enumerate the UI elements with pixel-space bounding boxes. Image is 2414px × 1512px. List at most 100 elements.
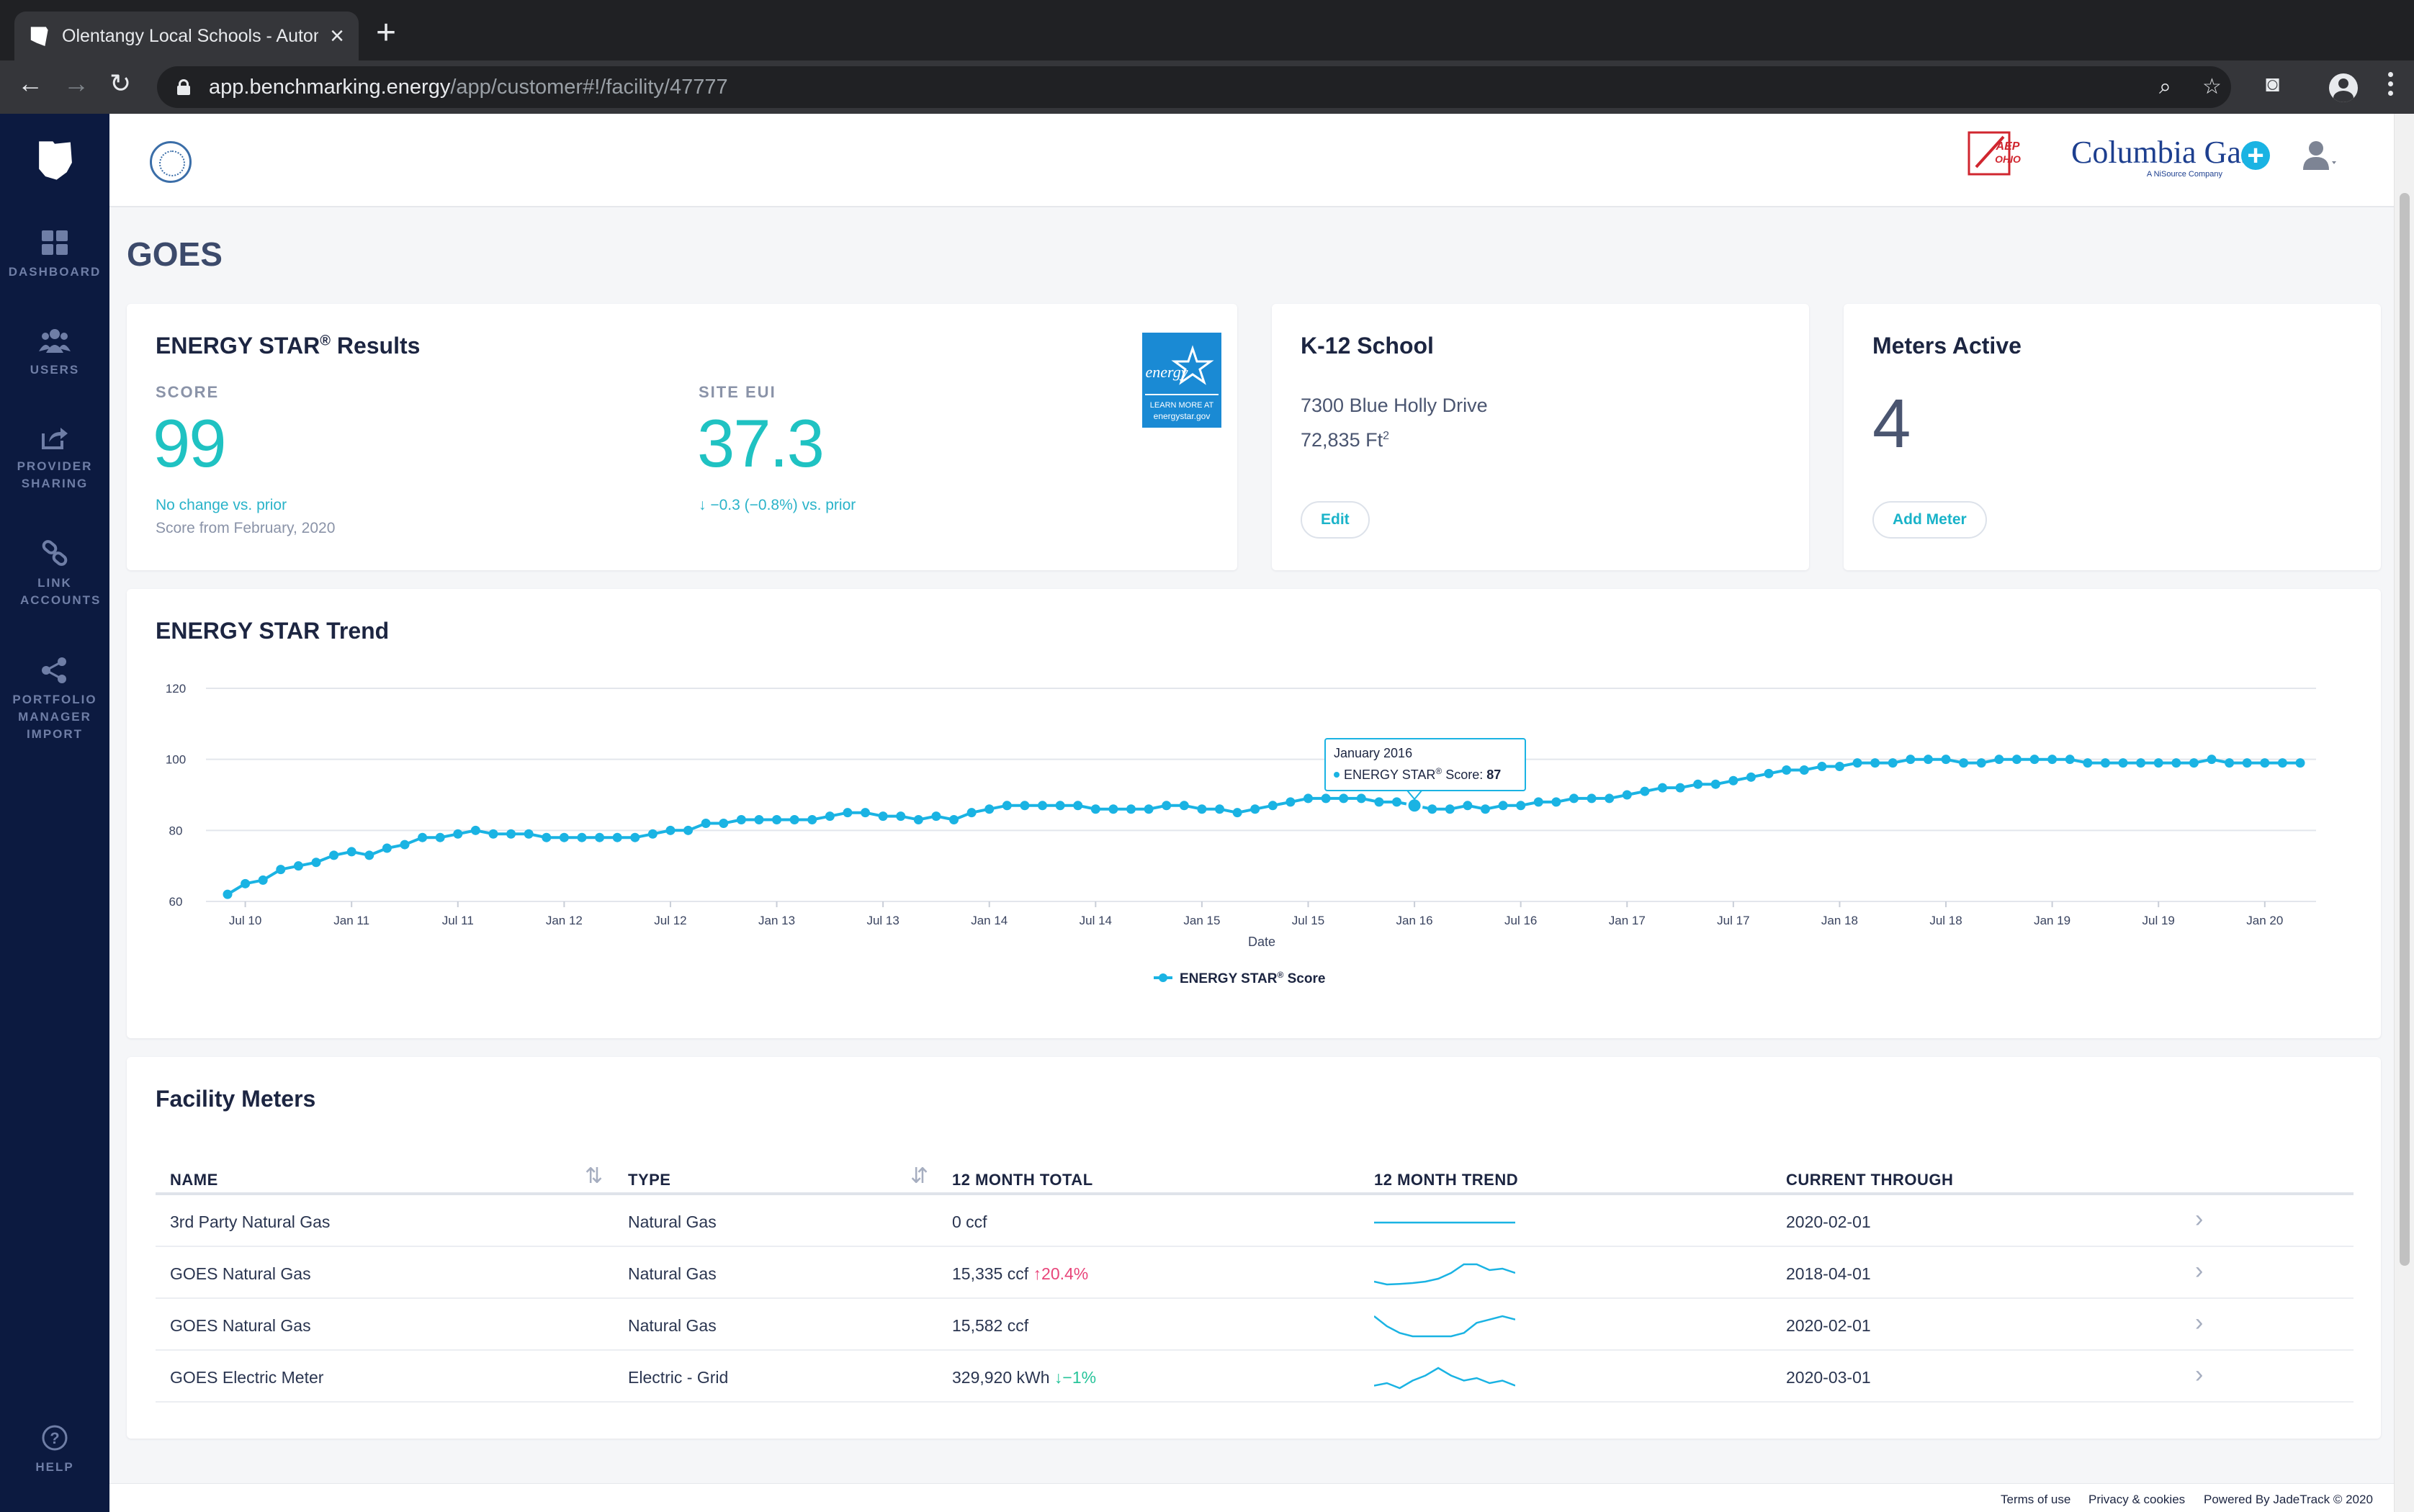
sidebar-item-dashboard[interactable]: DASHBOARD — [0, 229, 109, 281]
meters-active-card: Meters Active 4 Add Meter — [1844, 304, 2381, 570]
data-point — [789, 815, 799, 825]
col-header-12-month-total[interactable]: 12 MONTH TOTAL — [952, 1171, 1093, 1189]
data-point — [1994, 755, 2004, 765]
add-meter-button[interactable]: Add Meter — [1872, 501, 1987, 539]
aep-ohio-logo[interactable]: AEP OHIO — [1966, 130, 2027, 177]
sidebar-item-provider-sharing[interactable]: PROVIDER SHARING — [0, 423, 109, 492]
columbia-gas-name: Columbia Gas — [2071, 135, 2253, 170]
organization-seal-icon[interactable] — [150, 141, 192, 183]
score-change-note: No change vs. prior — [156, 497, 287, 513]
sidebar-item-help[interactable]: ? HELP — [0, 1424, 109, 1476]
data-point — [1020, 801, 1030, 811]
data-point — [949, 815, 959, 825]
address-bar[interactable]: app.benchmarking.energy/app/customer#!/f… — [157, 66, 2231, 108]
sparkline-path — [1374, 1367, 1515, 1390]
data-point — [559, 832, 569, 842]
camera-extension-icon[interactable]: ◙ — [2266, 71, 2280, 96]
x-tick-label: Jan 12 — [546, 914, 583, 927]
ohio-logo-icon[interactable] — [39, 141, 72, 180]
x-tick-label: Jan 15 — [1183, 914, 1220, 927]
col-header-name[interactable]: NAME — [170, 1171, 218, 1189]
user-menu-icon[interactable] — [2302, 140, 2338, 171]
sort-icon[interactable]: ⇅ — [585, 1164, 604, 1188]
chevron-right-icon[interactable]: › — [2195, 1205, 2204, 1233]
profile-avatar-icon[interactable] — [2329, 73, 2358, 102]
columbia-gas-subtitle: A NiSource Company — [2146, 170, 2222, 179]
terms-link[interactable]: Terms of use — [2001, 1493, 2071, 1506]
close-tab-icon[interactable]: × — [330, 22, 344, 50]
sidebar-item-portfolio-manager-import[interactable]: PORTFOLIO MANAGER IMPORT — [0, 657, 109, 743]
chevron-right-icon[interactable]: › — [2195, 1257, 2204, 1284]
page-scrollbar[interactable] — [2394, 114, 2414, 1512]
meter-current-through: 2020-03-01 — [1786, 1368, 1871, 1387]
table-row[interactable]: GOES Natural Gas Natural Gas 15,335 ccf … — [156, 1247, 2354, 1299]
facility-address: 7300 Blue Holly Drive — [1301, 395, 1488, 416]
share-icon — [42, 428, 68, 449]
bookmark-star-icon[interactable]: ☆ — [2202, 75, 2222, 99]
edit-facility-button[interactable]: Edit — [1301, 501, 1370, 539]
meter-sparkline — [1374, 1221, 1515, 1224]
col-header-type[interactable]: TYPE — [628, 1171, 671, 1189]
data-point — [1179, 801, 1189, 811]
highlighted-data-point — [1406, 797, 1423, 814]
x-tick-label: Jul 16 — [1504, 914, 1537, 927]
powered-by-text: Powered By JadeTrack © 2020 — [2204, 1493, 2373, 1506]
lock-icon — [177, 79, 190, 95]
privacy-link[interactable]: Privacy & cookies — [2088, 1493, 2186, 1506]
meters-active-count: 4 — [1872, 385, 1911, 462]
browser-menu-icon[interactable] — [2388, 72, 2393, 96]
data-point — [542, 832, 552, 842]
chevron-right-icon[interactable]: › — [2195, 1309, 2204, 1336]
data-point — [1445, 804, 1455, 814]
data-point — [418, 832, 428, 842]
app-sidebar: DASHBOARD USERS PROVIDER SHARING LINK AC… — [0, 114, 109, 1512]
forward-icon[interactable]: → — [63, 68, 89, 98]
energy-star-trend-chart[interactable]: 60 80 100 120 Jul 10 Jan 11 Jul 11 Jan 12 Jul 12… — [127, 589, 2381, 1038]
col-header-current-through[interactable]: CURRENT THROUGH — [1786, 1171, 1954, 1189]
y-tick-label: 60 — [169, 895, 183, 909]
energy-star-logo[interactable]: energy LEARN MORE AT energystar.gov — [1142, 333, 1221, 428]
data-point — [878, 811, 888, 822]
data-point — [2189, 758, 2199, 768]
columbia-gas-logo[interactable]: Columbia Gas A NiSource Company — [2071, 135, 2253, 179]
data-point — [1215, 804, 1225, 814]
add-circle-icon[interactable]: + — [2241, 141, 2270, 170]
data-point — [896, 811, 906, 822]
x-tick-label: Jan 19 — [2034, 914, 2070, 927]
table-row[interactable]: GOES Electric Meter Electric - Grid 329,… — [156, 1351, 2354, 1403]
back-icon[interactable]: ← — [17, 68, 43, 98]
data-point — [1321, 793, 1331, 804]
table-row[interactable]: 3rd Party Natural Gas Natural Gas 0 ccf … — [156, 1195, 2354, 1247]
zoom-icon[interactable]: ⌕ — [2159, 75, 2171, 99]
reload-icon[interactable]: ↻ — [109, 68, 132, 98]
browser-tab[interactable]: Olentangy Local Schools - Autom × — [14, 12, 359, 60]
data-point — [1162, 801, 1172, 811]
arrow-down-icon: ↓ — [699, 497, 711, 513]
svg-text:AEP: AEP — [1996, 140, 2020, 153]
sidebar-label: PROVIDER SHARING — [17, 459, 93, 490]
data-point — [1197, 804, 1207, 814]
data-point — [488, 829, 498, 839]
tooltip-score: ENERGY STAR® Score: 87 — [1344, 766, 1501, 782]
x-tick-label: Jul 19 — [2142, 914, 2175, 927]
sidebar-item-link-accounts[interactable]: LINK ACCOUNTS — [0, 540, 109, 609]
data-point — [400, 840, 410, 850]
data-point — [701, 818, 711, 828]
data-point — [2011, 755, 2022, 765]
scrollbar-thumb[interactable] — [2400, 193, 2410, 1266]
data-point — [1657, 783, 1667, 793]
sidebar-label: HELP — [35, 1460, 74, 1474]
table-row[interactable]: GOES Natural Gas Natural Gas 15,582 ccf … — [156, 1299, 2354, 1351]
y-tick-label: 120 — [166, 682, 186, 696]
data-point — [630, 832, 640, 842]
col-header-12-month-trend[interactable]: 12 MONTH TREND — [1374, 1171, 1519, 1189]
new-tab-icon[interactable]: + — [376, 14, 397, 52]
chevron-right-icon[interactable]: › — [2195, 1361, 2204, 1388]
legend-label: ENERGY STAR® Score — [1180, 970, 1325, 986]
sort-descending-icon[interactable]: ⇵ — [910, 1164, 929, 1188]
data-point — [1498, 801, 1508, 811]
sidebar-item-users[interactable]: USERS — [0, 327, 109, 379]
data-point — [1055, 801, 1065, 811]
data-point — [665, 825, 676, 835]
meter-total: 15,582 ccf — [952, 1316, 1029, 1335]
